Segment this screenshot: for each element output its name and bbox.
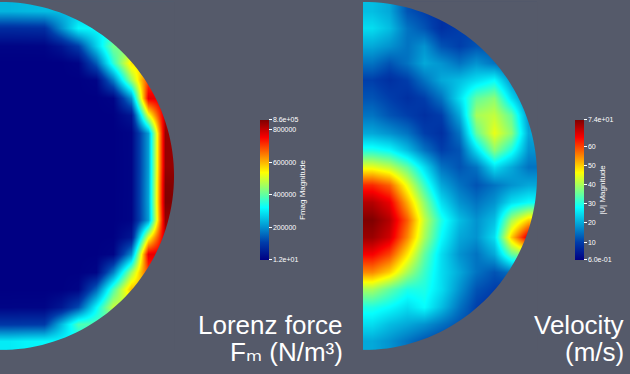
svg-text:7.4e+01: 7.4e+01: [588, 116, 614, 123]
svg-text:(m/s): (m/s): [565, 337, 624, 367]
svg-text:800000: 800000: [273, 126, 296, 133]
svg-text:1.2e+01: 1.2e+01: [273, 256, 299, 263]
svg-text:600000: 600000: [273, 159, 296, 166]
svg-text:|U| Magnitude: |U| Magnitude: [598, 165, 607, 215]
svg-text:Lorenz force: Lorenz force: [198, 310, 343, 340]
svg-text:50: 50: [588, 162, 596, 169]
svg-text:8.6e+05: 8.6e+05: [273, 116, 299, 123]
svg-text:Fmag Magnitude: Fmag Magnitude: [298, 159, 307, 220]
svg-text:10: 10: [588, 239, 596, 246]
svg-text:40: 40: [588, 181, 596, 188]
svg-text:Velocity: Velocity: [534, 310, 624, 340]
svg-text:6.0e-01: 6.0e-01: [588, 256, 612, 263]
svg-text:20: 20: [588, 219, 596, 226]
svg-text:200000: 200000: [273, 224, 296, 231]
svg-text:60: 60: [588, 143, 596, 150]
svg-text:Fₘ (N/m³): Fₘ (N/m³): [230, 337, 343, 367]
svg-text:400000: 400000: [273, 191, 296, 198]
svg-text:30: 30: [588, 200, 596, 207]
